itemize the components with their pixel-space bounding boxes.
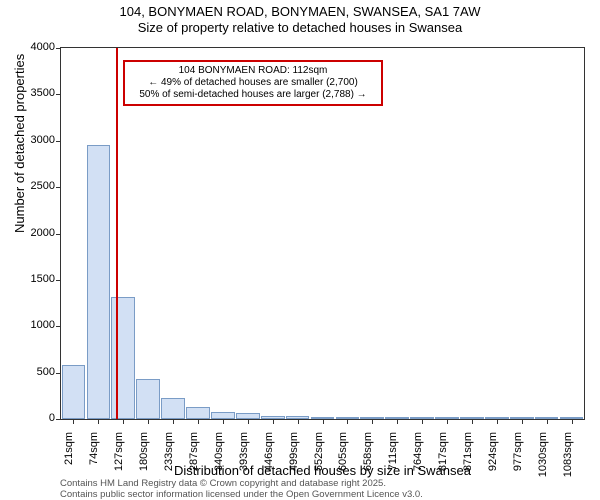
- histogram-bar: [286, 416, 310, 419]
- xtick-mark: [73, 419, 74, 424]
- histogram-bar: [435, 417, 459, 419]
- ytick-mark: [56, 187, 61, 188]
- histogram-bar: [510, 417, 534, 419]
- attribution-line-1: Contains HM Land Registry data © Crown c…: [60, 479, 423, 489]
- ytick-mark: [56, 280, 61, 281]
- xtick-mark: [298, 419, 299, 424]
- histogram-bar: [236, 413, 260, 419]
- ytick-label: 0: [49, 412, 55, 424]
- xtick-mark: [148, 419, 149, 424]
- xtick-mark: [248, 419, 249, 424]
- histogram-bar: [111, 297, 135, 419]
- title-line-2: Size of property relative to detached ho…: [0, 20, 600, 36]
- plot-area: 104 BONYMAEN ROAD: 112sqm← 49% of detach…: [60, 47, 585, 420]
- ytick-mark: [56, 141, 61, 142]
- histogram-bar: [360, 417, 384, 419]
- histogram-bar: [560, 417, 584, 419]
- xtick-mark: [522, 419, 523, 424]
- xtick-mark: [347, 419, 348, 424]
- xtick-mark: [472, 419, 473, 424]
- chart-container: 104, BONYMAEN ROAD, BONYMAEN, SWANSEA, S…: [0, 0, 600, 500]
- ytick-label: 3500: [31, 87, 55, 99]
- xtick-mark: [173, 419, 174, 424]
- callout-line: 104 BONYMAEN ROAD: 112sqm: [131, 65, 375, 77]
- ytick-mark: [56, 234, 61, 235]
- callout-line: ← 49% of detached houses are smaller (2,…: [131, 77, 375, 89]
- histogram-bar: [161, 398, 185, 419]
- histogram-bar: [336, 417, 360, 419]
- ytick-mark: [56, 94, 61, 95]
- ytick-mark: [56, 48, 61, 49]
- xtick-mark: [422, 419, 423, 424]
- attribution-block: Contains HM Land Registry data © Crown c…: [60, 479, 423, 500]
- ytick-label: 1500: [31, 273, 55, 285]
- ytick-label: 3000: [31, 134, 55, 146]
- xtick-mark: [447, 419, 448, 424]
- xtick-mark: [198, 419, 199, 424]
- ytick-mark: [56, 326, 61, 327]
- ytick-label: 1000: [31, 319, 55, 331]
- ytick-label: 2500: [31, 180, 55, 192]
- title-block: 104, BONYMAEN ROAD, BONYMAEN, SWANSEA, S…: [0, 0, 600, 35]
- callout-box: 104 BONYMAEN ROAD: 112sqm← 49% of detach…: [123, 60, 383, 106]
- ytick-mark: [56, 419, 61, 420]
- xtick-mark: [123, 419, 124, 424]
- xtick-mark: [397, 419, 398, 424]
- xtick-mark: [547, 419, 548, 424]
- histogram-bar: [87, 145, 111, 419]
- ytick-label: 2000: [31, 227, 55, 239]
- xtick-mark: [323, 419, 324, 424]
- ytick-mark: [56, 373, 61, 374]
- histogram-bar: [211, 412, 235, 419]
- xtick-mark: [572, 419, 573, 424]
- xtick-mark: [223, 419, 224, 424]
- histogram-bar: [62, 365, 86, 419]
- ytick-label: 500: [37, 366, 55, 378]
- histogram-bar: [385, 417, 409, 419]
- histogram-bar: [485, 417, 509, 419]
- callout-line: 50% of semi-detached houses are larger (…: [131, 89, 375, 101]
- histogram-bar: [410, 417, 434, 419]
- histogram-bar: [186, 407, 210, 419]
- title-line-1: 104, BONYMAEN ROAD, BONYMAEN, SWANSEA, S…: [0, 4, 600, 20]
- histogram-bar: [535, 417, 559, 419]
- xtick-mark: [273, 419, 274, 424]
- xtick-mark: [497, 419, 498, 424]
- histogram-bar: [311, 417, 335, 419]
- y-axis-label: Number of detached properties: [12, 54, 27, 233]
- ytick-label: 4000: [31, 41, 55, 53]
- histogram-bar: [136, 379, 160, 419]
- xtick-mark: [98, 419, 99, 424]
- xtick-mark: [372, 419, 373, 424]
- reference-line: [116, 48, 118, 419]
- histogram-bar: [460, 417, 484, 419]
- attribution-line-2: Contains public sector information licen…: [60, 490, 423, 500]
- histogram-bar: [261, 416, 285, 419]
